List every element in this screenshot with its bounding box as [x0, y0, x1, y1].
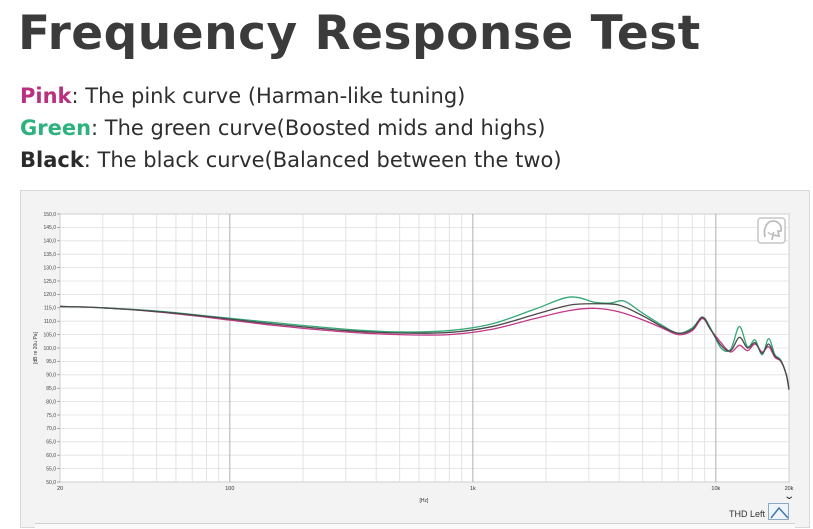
thd-toggle-button[interactable]: [768, 503, 789, 520]
y-tick-layer: 150,0 145,0 140,0 135,0 130,0 125,0 120,0 115,0…: [43, 212, 60, 486]
series-line-pink: [59, 305, 790, 390]
thd-label: THD Left: [729, 509, 766, 519]
y-tick-label: 140,0: [43, 239, 56, 245]
y-tick-label: 60,0: [46, 453, 56, 459]
y-tick-label: 110,0: [44, 319, 56, 325]
y-tick-label: 115,0: [44, 306, 56, 312]
bottom-panel-edge: [35, 523, 795, 529]
legend-pink-text: : The pink curve (Harman-like tuning): [71, 84, 466, 108]
y-tick-label: 135,0: [43, 252, 56, 258]
y-tick-label: 75,0: [46, 413, 56, 419]
legend-pink: Pink: The pink curve (Harman-like tuning…: [20, 84, 465, 108]
y-tick-label: 80,0: [46, 399, 56, 405]
legend-black-key: Black: [20, 148, 84, 172]
legend-green: Green: The green curve(Boosted mids and …: [20, 116, 545, 140]
series-layer: [59, 296, 790, 390]
chevron-down-icon[interactable]: ⌄: [783, 491, 796, 502]
legend-green-key: Green: [20, 116, 92, 140]
y-tick-label: 130,0: [43, 265, 56, 271]
x-axis-label: [Hz]: [420, 498, 430, 504]
x-tick-label: 20: [57, 486, 63, 492]
x-tick-label: 20k: [785, 486, 794, 492]
y-tick-label: 125,0: [43, 279, 56, 285]
y-tick-label: 65,0: [46, 440, 56, 446]
x-tick-label: 100: [225, 486, 234, 492]
y-tick-label: 145,0: [43, 225, 56, 231]
legend-pink-key: Pink: [20, 84, 72, 108]
y-tick-label: 150,0: [43, 212, 56, 218]
x-tick-label: 1k: [470, 486, 476, 492]
x-tick-label: 10k: [711, 486, 720, 492]
y-tick-label: 50,0: [46, 480, 56, 486]
x-tick-layer: 20 100 1k 10k 20k: [57, 486, 794, 492]
y-tick-label: 100,0: [43, 346, 56, 352]
y-tick-label: 120,0: [43, 292, 56, 298]
headphone-logo-icon: [757, 217, 786, 244]
y-tick-label: 105,0: [43, 332, 56, 338]
grid-layer: [59, 213, 790, 483]
y-tick-label: 55,0: [46, 466, 56, 472]
legend-green-text: : The green curve(Boosted mids and highs…: [91, 116, 546, 140]
y-tick-label: 90,0: [46, 373, 56, 379]
y-axis-label: [dB re 20u Pa]: [33, 331, 39, 364]
legend-black: Black: The black curve(Balanced between …: [20, 148, 562, 172]
chart-frame: 150,0 145,0 140,0 135,0 130,0 125,0 120,0 115,0…: [20, 190, 810, 529]
page-title: Frequency Response Test: [18, 6, 701, 61]
frequency-response-chart: 150,0 145,0 140,0 135,0 130,0 125,0 120,0 115,0…: [33, 212, 794, 504]
thd-chart-icon: [770, 506, 789, 519]
legend-black-text: : The black curve(Balanced between the t…: [83, 148, 562, 172]
series-line-green: [59, 296, 790, 390]
y-tick-label: 85,0: [46, 386, 56, 392]
y-tick-label: 95,0: [46, 359, 56, 365]
y-tick-label: 70,0: [46, 426, 56, 432]
series-line-black: [59, 303, 790, 390]
